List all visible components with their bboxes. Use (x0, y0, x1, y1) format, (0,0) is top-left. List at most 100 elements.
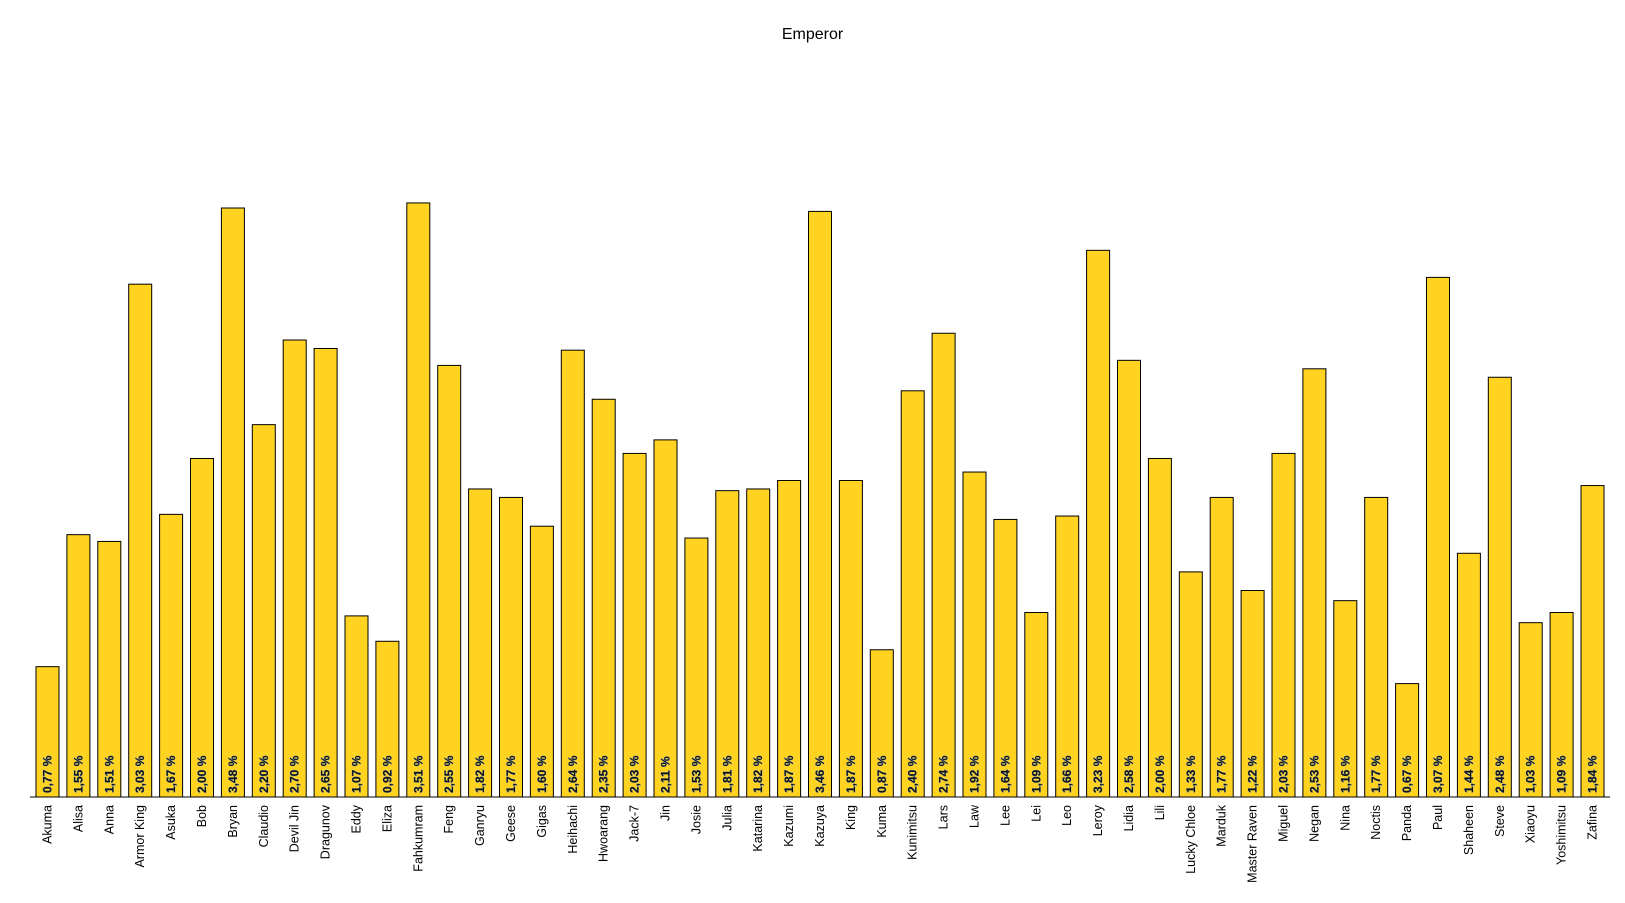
tick-label-feng: Feng (442, 805, 456, 834)
data-label-lei: 1,09 % (1029, 755, 1043, 793)
bar-noctis (1364, 496, 1389, 798)
bar-lili (1147, 458, 1172, 798)
bar-king (838, 480, 863, 798)
data-label-nina: 1,16 % (1338, 755, 1352, 793)
tick-label-heihachi: Heihachi (566, 805, 580, 854)
data-label-ganryu: 1,82 % (473, 755, 487, 793)
data-label-geese: 1,77 % (504, 755, 518, 793)
bar-heihachi (560, 349, 585, 798)
tick-label-law: Law (968, 804, 982, 828)
bar-paul (1426, 276, 1450, 798)
bar-kazuya (808, 210, 832, 798)
bar-lars (931, 332, 956, 798)
tick-label-king: King (844, 805, 858, 830)
tick-label-lee: Lee (998, 805, 1012, 826)
tick-label-nina: Nina (1338, 805, 1352, 831)
tick-label-eddy: Eddy (350, 804, 364, 833)
data-label-leo: 1,66 % (1060, 755, 1074, 793)
bar-zafina (1580, 485, 1605, 798)
data-label-lars: 2,74 % (937, 755, 951, 793)
data-label-lili: 2,00 % (1153, 755, 1167, 793)
bar-hwoarang (591, 398, 616, 798)
tick-label-bryan: Bryan (226, 805, 240, 838)
tick-label-paul: Paul (1431, 805, 1445, 830)
data-label-eliza: 0,92 % (380, 755, 394, 793)
data-label-asuka: 1,67 % (164, 755, 178, 793)
tick-label-lucky-chloe: Lucky Chloe (1184, 805, 1198, 874)
data-label-marduk: 1,77 % (1215, 755, 1229, 793)
tick-label-kazumi: Kazumi (782, 805, 796, 847)
data-label-kazuya: 3,46 % (813, 755, 827, 793)
data-label-kunimitsu: 2,40 % (906, 755, 920, 793)
tick-label-lars: Lars (937, 805, 951, 829)
tick-label-claudio: Claudio (257, 805, 271, 847)
tick-label-eliza: Eliza (380, 805, 394, 832)
tick-label-steve: Steve (1493, 805, 1507, 837)
bar-feng (437, 364, 462, 798)
tick-label-geese: Geese (504, 805, 518, 842)
data-label-bryan: 3,48 % (226, 755, 240, 793)
tick-label-zafina: Zafina (1586, 805, 1600, 840)
tick-label-gigas: Gigas (535, 805, 549, 838)
data-label-panda: 0,67 % (1400, 755, 1414, 793)
data-label-akuma: 0,77 % (41, 755, 55, 793)
tick-label-fahkumram: Fahkumram (411, 805, 425, 872)
bar-claudio (251, 424, 276, 798)
tick-label-jack-7: Jack-7 (628, 805, 642, 842)
data-label-eddy: 1,07 % (350, 755, 364, 793)
bar-law (962, 471, 987, 798)
tick-label-anna: Anna (102, 805, 116, 834)
data-label-fahkumram: 3,51 % (411, 755, 425, 793)
bar-marduk (1209, 496, 1234, 798)
tick-label-katarina: Katarina (751, 805, 765, 852)
data-label-lidia: 2,58 % (1122, 755, 1136, 793)
data-label-leroy: 3,23 % (1091, 755, 1105, 793)
data-label-noctis: 1,77 % (1369, 755, 1383, 793)
bar-armor-king (128, 283, 153, 798)
tick-label-devil-jin: Devil Jin (288, 805, 302, 852)
tick-label-dragunov: Dragunov (319, 804, 333, 859)
tick-label-master-raven: Master Raven (1246, 805, 1260, 883)
bar-kazumi (777, 480, 802, 798)
data-label-steve: 2,48 % (1493, 755, 1507, 793)
data-label-jack-7: 2,03 % (628, 755, 642, 793)
bar-miguel (1271, 452, 1296, 798)
data-label-zafina: 1,84 % (1586, 755, 1600, 793)
data-label-feng: 2,55 % (442, 755, 456, 793)
bar-leroy (1086, 249, 1111, 798)
bar-ganryu (468, 488, 493, 798)
data-label-kuma: 0,87 % (875, 755, 889, 793)
data-label-alisa: 1,55 % (71, 755, 85, 793)
bar-jack-7 (622, 452, 647, 798)
data-label-negan: 2,53 % (1307, 755, 1321, 793)
tick-label-asuka: Asuka (164, 805, 178, 840)
data-label-claudio: 2,20 % (257, 755, 271, 793)
data-label-heihachi: 2,64 % (566, 755, 580, 793)
data-label-josie: 1,53 % (689, 755, 703, 793)
tick-label-lidia: Lidia (1122, 805, 1136, 831)
data-label-miguel: 2,03 % (1277, 755, 1291, 793)
bar-kunimitsu (900, 390, 925, 798)
bar-julia (715, 490, 740, 798)
tick-label-armor-king: Armor King (133, 805, 147, 868)
bar-negan (1302, 368, 1327, 798)
data-label-anna: 1,51 % (102, 755, 116, 793)
bar-katarina (746, 488, 771, 798)
data-label-king: 1,87 % (844, 755, 858, 793)
tick-label-lili: Lili (1153, 805, 1167, 820)
tick-label-alisa: Alisa (71, 805, 85, 832)
tick-label-julia: Julia (720, 805, 734, 831)
tick-label-lei: Lei (1029, 805, 1043, 822)
bar-bob (190, 458, 214, 798)
tick-label-kazuya: Kazuya (813, 805, 827, 847)
tick-label-akuma: Akuma (41, 805, 55, 844)
data-label-paul: 3,07 % (1431, 755, 1445, 793)
bar-geese (499, 496, 523, 798)
data-label-dragunov: 2,65 % (319, 755, 333, 793)
data-label-julia: 1,81 % (720, 755, 734, 793)
bar-bryan (220, 207, 245, 798)
data-label-bob: 2,00 % (195, 755, 209, 793)
data-label-armor-king: 3,03 % (133, 755, 147, 793)
tick-label-ganryu: Ganryu (473, 805, 487, 846)
